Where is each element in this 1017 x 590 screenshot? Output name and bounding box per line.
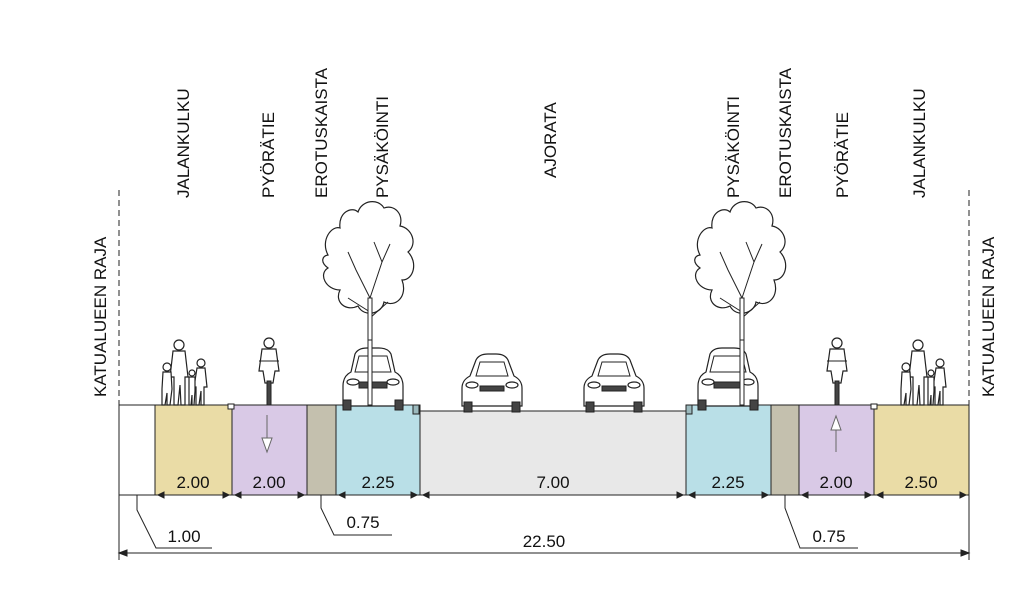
width-total: 22.50 — [523, 532, 566, 551]
top-labels: KATUALUEEN RAJA JALANKULKU PYÖRÄTIE EROT… — [91, 67, 998, 397]
width-sidewalk-right: 2.50 — [904, 473, 937, 492]
label-divider-left: EROTUSKAISTA — [312, 67, 331, 198]
car-icon — [583, 353, 645, 413]
leader-verge-left — [136, 495, 212, 549]
sidewalk-right-strip — [873, 404, 970, 496]
parking-left-strip — [335, 404, 421, 496]
bollard-right — [870, 403, 878, 410]
leader-divider-right — [784, 495, 858, 549]
width-road: 7.00 — [536, 473, 569, 492]
label-sidewalk-right: JALANKULKU — [910, 88, 929, 198]
width-bike-left: 2.00 — [252, 473, 285, 492]
total-dimension-arrows — [117, 549, 971, 557]
curb-left — [412, 404, 420, 415]
direction-arrow-icon — [261, 415, 273, 454]
label-road: AJORATA — [541, 101, 560, 178]
label-boundary-left: KATUALUEEN RAJA — [91, 236, 110, 397]
sidewalk-left-strip — [154, 404, 233, 496]
road-strip — [419, 410, 687, 496]
pedestrians-icon — [161, 339, 208, 406]
divider-left-strip — [306, 404, 337, 496]
car-icon — [697, 347, 759, 411]
cyclist-icon — [258, 337, 280, 406]
tree-trunk-right — [739, 339, 745, 406]
car-icon — [461, 353, 523, 413]
tree-trunk-left — [367, 339, 373, 406]
direction-arrow-icon — [830, 414, 842, 452]
width-verge-left: 1.00 — [167, 527, 200, 546]
width-parking-right: 2.25 — [711, 473, 744, 492]
label-sidewalk-left: JALANKULKU — [174, 88, 193, 198]
label-divider-right: EROTUSKAISTA — [776, 67, 795, 198]
width-sidewalk-left: 2.00 — [176, 473, 209, 492]
car-icon — [342, 347, 404, 411]
label-parking-left: PYSÄKÖINTI — [373, 96, 392, 198]
label-parking-right: PYSÄKÖINTI — [724, 96, 743, 198]
bollard-left — [227, 403, 235, 410]
label-boundary-right: KATUALUEEN RAJA — [979, 236, 998, 397]
leader-divider-left — [320, 495, 392, 536]
cyclist-icon — [826, 337, 848, 406]
verge-left-strip — [118, 404, 156, 496]
curb-right — [685, 404, 693, 415]
strips — [118, 403, 970, 496]
width-divider-right: 0.75 — [812, 527, 845, 546]
width-parking-left: 2.25 — [361, 473, 394, 492]
width-divider-left: 0.75 — [346, 513, 379, 532]
label-bike-right: PYÖRÄTIE — [833, 112, 852, 198]
label-bike-left: PYÖRÄTIE — [259, 112, 278, 198]
pedestrians-icon — [900, 339, 947, 406]
divider-right-strip — [770, 404, 800, 496]
width-bike-right: 2.00 — [819, 473, 852, 492]
strip-dimension-ticks — [156, 491, 968, 499]
